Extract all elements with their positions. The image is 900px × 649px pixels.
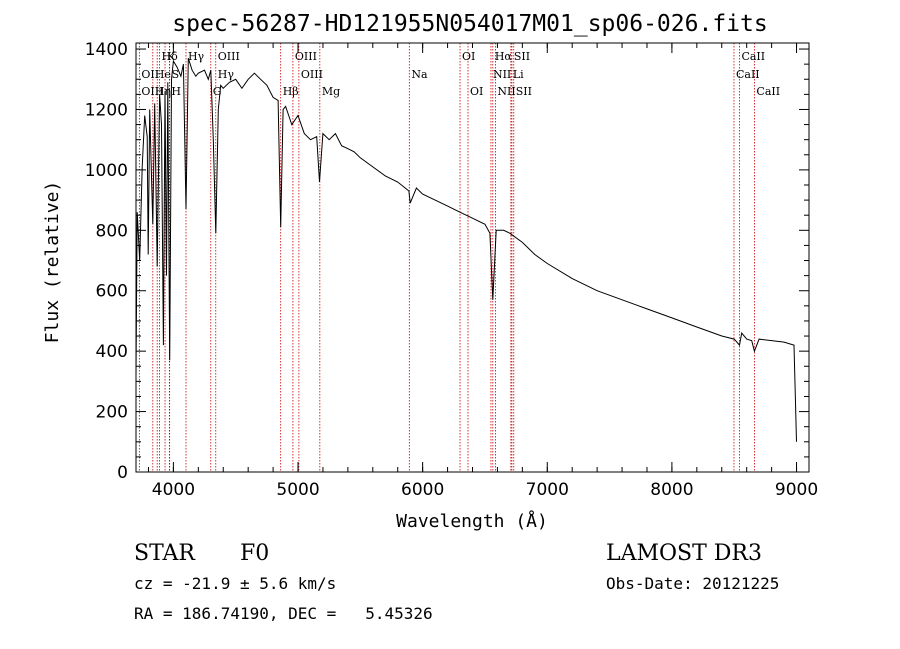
spectral-subclass: F0 xyxy=(240,541,269,566)
x-tick-label: 8000 xyxy=(650,480,693,500)
observation-date: Obs-Date: 20121225 xyxy=(606,574,779,593)
line-label: Hγ xyxy=(218,68,235,81)
y-tick-label: 1200 xyxy=(85,100,128,120)
line-label: CaII xyxy=(741,50,765,63)
x-tick-label: 5000 xyxy=(276,480,319,500)
y-tick-label: 400 xyxy=(96,342,128,362)
x-tick-label: 6000 xyxy=(401,480,444,500)
line-label: OI xyxy=(470,85,483,98)
y-axis-label: Flux (relative) xyxy=(42,181,63,344)
line-label: K xyxy=(167,50,176,63)
line-label: Hη xyxy=(155,85,171,98)
line-label: OIII xyxy=(301,68,323,81)
line-label: NII xyxy=(497,85,515,98)
line-label: CaII xyxy=(756,85,780,98)
line-label: SII xyxy=(516,85,532,98)
y-tick-label: 1000 xyxy=(85,161,128,181)
line-label: OII xyxy=(141,68,159,81)
line-label: Hδ xyxy=(162,50,179,63)
line-label: Na xyxy=(411,68,428,81)
x-axis-ticks: 4000 5000 6000 7000 8000 9000 xyxy=(147,43,818,500)
line-label: OIII xyxy=(141,85,163,98)
x-tick-label: 9000 xyxy=(775,480,818,500)
coordinates: RA = 186.74190, DEC = 5.45326 xyxy=(134,604,433,623)
redshift-cz: cz = -21.9 ± 5.6 km/s xyxy=(134,574,336,593)
line-label: G xyxy=(213,85,222,98)
line-label: Hβ xyxy=(283,85,299,98)
line-label: OI xyxy=(462,50,475,63)
line-label: Hγ xyxy=(188,50,205,63)
y-tick-label: 1400 xyxy=(85,40,128,60)
line-label: NII xyxy=(493,68,511,81)
line-label: Mg xyxy=(322,85,340,98)
y-tick-label: 600 xyxy=(96,282,128,302)
line-label: OIII xyxy=(218,50,240,63)
spectral-line-markers xyxy=(138,43,755,472)
line-label: Li xyxy=(513,68,524,81)
spectrum-series xyxy=(135,57,797,442)
line-label: OIII xyxy=(295,50,317,63)
line-label: H xyxy=(171,85,181,98)
survey-name: LAMOST DR3 xyxy=(606,541,762,566)
y-tick-label: 200 xyxy=(96,403,128,423)
line-label: He xyxy=(155,68,171,81)
object-type: STAR xyxy=(134,541,196,566)
x-tick-label: 7000 xyxy=(526,480,569,500)
x-tick-label: 4000 xyxy=(152,480,195,500)
chart-title: spec-56287-HD121955N054017M01_sp06-026.f… xyxy=(172,11,767,37)
y-tick-label: 800 xyxy=(96,221,128,241)
y-tick-label: 0 xyxy=(117,463,128,483)
spectrum-line xyxy=(135,57,797,442)
line-label: Hα xyxy=(495,50,513,63)
line-label: CaII xyxy=(736,68,760,81)
line-label: S xyxy=(172,68,180,81)
x-axis-label: Wavelength (Å) xyxy=(396,510,548,532)
plot-frame xyxy=(135,42,810,473)
line-label: SII xyxy=(514,50,530,63)
y-axis-ticks: 0 200 400 600 800 1000 1200 1400 xyxy=(85,40,809,483)
